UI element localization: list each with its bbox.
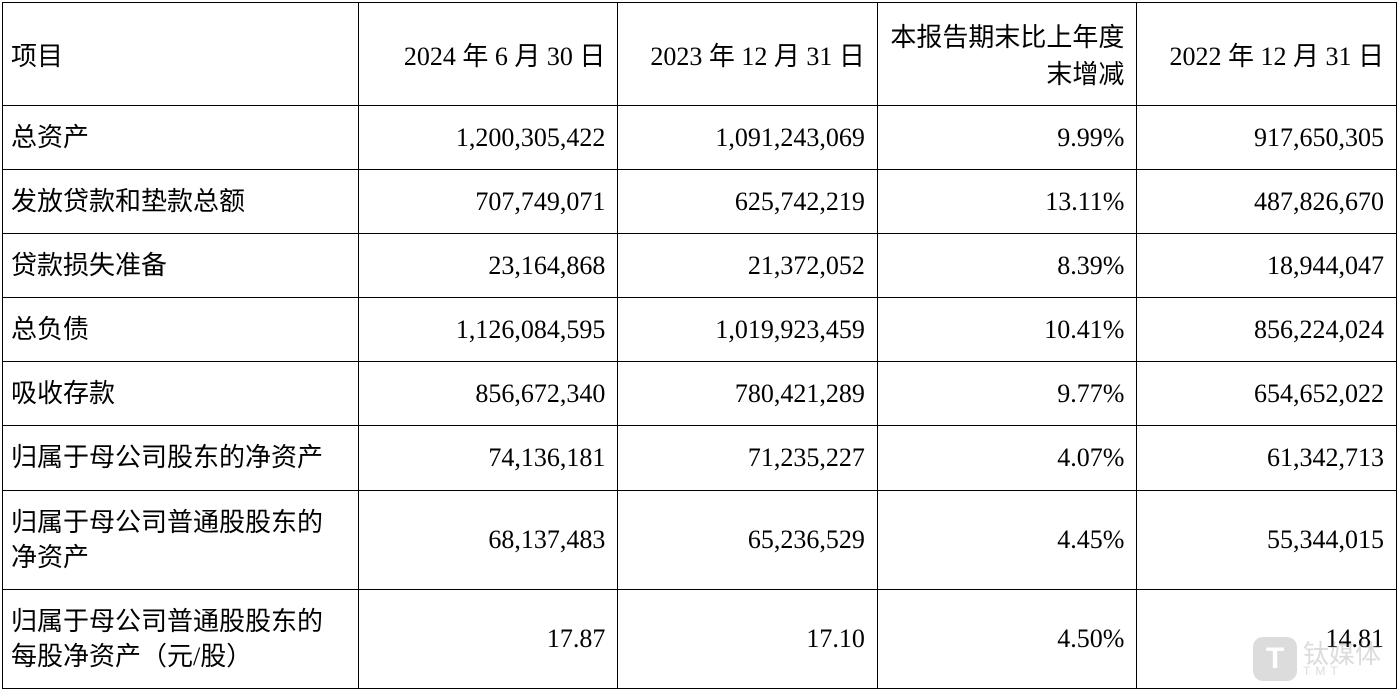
row-item: 贷款损失准备 (3, 234, 359, 298)
header-period-1: 2024 年 6 月 30 日 (358, 3, 618, 106)
row-value: 625,742,219 (618, 170, 878, 234)
row-change: 9.99% (877, 106, 1137, 170)
row-item: 归属于母公司普通股股东的净资产 (3, 490, 359, 589)
row-value: 68,137,483 (358, 490, 618, 589)
row-value: 487,826,670 (1137, 170, 1397, 234)
row-value: 654,652,022 (1137, 362, 1397, 426)
row-value: 17.87 (358, 589, 618, 688)
header-change: 本报告期末比上年度末增减 (877, 3, 1137, 106)
row-value: 856,224,024 (1137, 298, 1397, 362)
table-row: 归属于母公司普通股股东的净资产 68,137,483 65,236,529 4.… (3, 490, 1397, 589)
row-value: 1,200,305,422 (358, 106, 618, 170)
table-row: 总负债 1,126,084,595 1,019,923,459 10.41% 8… (3, 298, 1397, 362)
row-item: 发放贷款和垫款总额 (3, 170, 359, 234)
row-value: 14.81 (1137, 589, 1397, 688)
table-row: 贷款损失准备 23,164,868 21,372,052 8.39% 18,94… (3, 234, 1397, 298)
row-value: 65,236,529 (618, 490, 878, 589)
row-item: 归属于母公司普通股股东的每股净资产（元/股） (3, 589, 359, 688)
table-row: 归属于母公司普通股股东的每股净资产（元/股） 17.87 17.10 4.50%… (3, 589, 1397, 688)
row-item: 归属于母公司股东的净资产 (3, 426, 359, 490)
row-value: 71,235,227 (618, 426, 878, 490)
row-change: 13.11% (877, 170, 1137, 234)
row-value: 707,749,071 (358, 170, 618, 234)
table-row: 发放贷款和垫款总额 707,749,071 625,742,219 13.11%… (3, 170, 1397, 234)
row-change: 4.50% (877, 589, 1137, 688)
row-value: 1,019,923,459 (618, 298, 878, 362)
table-row: 总资产 1,200,305,422 1,091,243,069 9.99% 91… (3, 106, 1397, 170)
row-value: 23,164,868 (358, 234, 618, 298)
row-value: 17.10 (618, 589, 878, 688)
row-change: 10.41% (877, 298, 1137, 362)
header-item: 项目 (3, 3, 359, 106)
row-value: 1,091,243,069 (618, 106, 878, 170)
table-row: 吸收存款 856,672,340 780,421,289 9.77% 654,6… (3, 362, 1397, 426)
header-period-3: 2022 年 12 月 31 日 (1137, 3, 1397, 106)
row-item: 总负债 (3, 298, 359, 362)
financial-table: 项目 2024 年 6 月 30 日 2023 年 12 月 31 日 本报告期… (2, 2, 1397, 689)
row-change: 8.39% (877, 234, 1137, 298)
row-value: 1,126,084,595 (358, 298, 618, 362)
row-value: 21,372,052 (618, 234, 878, 298)
row-value: 856,672,340 (358, 362, 618, 426)
row-value: 55,344,015 (1137, 490, 1397, 589)
row-value: 61,342,713 (1137, 426, 1397, 490)
row-value: 917,650,305 (1137, 106, 1397, 170)
table-row: 归属于母公司股东的净资产 74,136,181 71,235,227 4.07%… (3, 426, 1397, 490)
row-item: 吸收存款 (3, 362, 359, 426)
table-header-row: 项目 2024 年 6 月 30 日 2023 年 12 月 31 日 本报告期… (3, 3, 1397, 106)
row-change: 9.77% (877, 362, 1137, 426)
row-value: 780,421,289 (618, 362, 878, 426)
row-value: 18,944,047 (1137, 234, 1397, 298)
row-change: 4.07% (877, 426, 1137, 490)
header-period-2: 2023 年 12 月 31 日 (618, 3, 878, 106)
row-value: 74,136,181 (358, 426, 618, 490)
row-item: 总资产 (3, 106, 359, 170)
row-change: 4.45% (877, 490, 1137, 589)
